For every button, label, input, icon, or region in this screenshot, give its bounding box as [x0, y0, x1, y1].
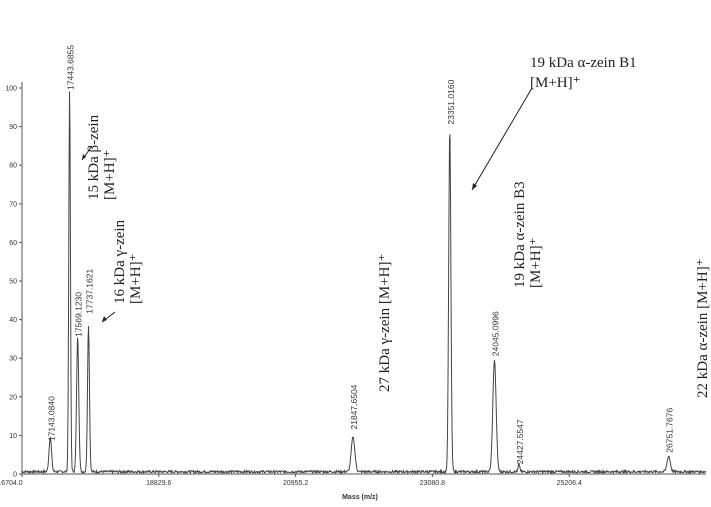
- x-tick-label: 23080.8: [420, 480, 445, 487]
- annotation-19kda-alpha-zein-b3: 19 kDa α-zein B3 [M+H]⁺: [512, 181, 544, 288]
- peak-label: 24427.5547: [515, 419, 525, 464]
- annotation-alpha-b1-name: 19 kDa α-zein B1: [530, 55, 637, 71]
- y-tick-label: 50: [9, 279, 17, 286]
- peak-label: 24045.0996: [491, 311, 501, 356]
- y-tick-label: 70: [9, 201, 17, 208]
- y-tick-label: 60: [9, 240, 17, 247]
- axes: [21, 82, 706, 475]
- peak-label: 17143.0840: [46, 396, 56, 441]
- peak-label: 26751.7676: [665, 408, 675, 453]
- peak-label: 21847.6504: [349, 384, 359, 429]
- annotation-15kda-beta-zein: 15 kDa β-zein [M+H]⁺: [86, 114, 118, 200]
- y-tick-label: 10: [9, 433, 17, 440]
- annotation-alpha-b1-ion: [M+H]⁺: [530, 75, 581, 91]
- x-axis-ticks: 16704.0 18829.6 20955.2 23080.8 25206.4: [0, 474, 582, 487]
- y-tick-label: 20: [9, 394, 17, 401]
- x-axis-title: Mass (m/z): [342, 494, 378, 501]
- arrow-beta-head: [82, 154, 86, 160]
- x-tick-label: 16704.0: [0, 480, 23, 487]
- peak-label: 17443.6855: [66, 45, 76, 90]
- arrow-gamma16-head: [102, 316, 107, 322]
- peak-label: 17569.1230: [74, 292, 84, 337]
- annotation-27kda-gamma-zein: 27 kDa γ-zein [M+H]⁺: [377, 254, 393, 392]
- spectrum-trace: [21, 91, 707, 475]
- annotation-alpha-b3-name: 19 kDa α-zein B3: [512, 181, 528, 288]
- annotation-beta-ion: [M+H]⁺: [102, 149, 118, 200]
- annotation-gamma16-ion: [M+H]⁺: [128, 253, 144, 304]
- y-tick-label: 90: [9, 124, 17, 131]
- arrow-alpha-b1-head: [472, 183, 477, 190]
- annotation-alpha-b3-ion: [M+H]⁺: [528, 237, 544, 288]
- peak-labels: 17143.0840 17443.6855 17569.123017737.1621…: [46, 45, 674, 465]
- annotation-16kda-gamma-zein: 16 kDa γ-zein [M+H]⁺: [112, 219, 144, 304]
- x-tick-label: 20955.2: [283, 480, 308, 487]
- y-tick-label: 40: [9, 317, 17, 324]
- y-tick-label: 80: [9, 163, 17, 170]
- y-tick-label: 30: [9, 356, 17, 363]
- y-axis-ticks: 0 10 20 30 40 50 60 70 80 90 100: [5, 86, 22, 479]
- arrow-alpha-b1: [471, 87, 533, 191]
- annotation-22kda-alpha-zein: 22 kDa α-zein [M+H]⁺: [695, 258, 711, 398]
- y-tick-label: 0: [13, 472, 17, 479]
- annotation-gamma16-name: 16 kDa γ-zein: [112, 219, 128, 304]
- peak-label: 17737.1621: [85, 269, 95, 314]
- y-tick-label: 100: [5, 86, 17, 93]
- x-tick-label: 25206.4: [557, 480, 582, 487]
- annotation-beta-name: 15 kDa β-zein: [86, 114, 102, 200]
- peak-label: 23351.0160: [446, 79, 456, 124]
- x-tick-label: 18829.6: [146, 480, 171, 487]
